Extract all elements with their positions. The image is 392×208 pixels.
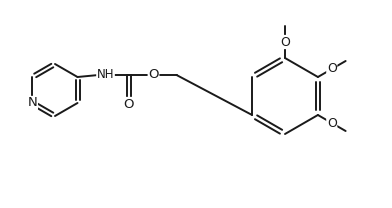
Text: O: O [280, 36, 290, 48]
Text: O: O [327, 116, 337, 130]
Text: NH: NH [97, 68, 114, 80]
Text: O: O [148, 68, 159, 82]
Text: O: O [327, 62, 337, 76]
Text: N: N [27, 97, 37, 109]
Text: O: O [123, 98, 134, 110]
